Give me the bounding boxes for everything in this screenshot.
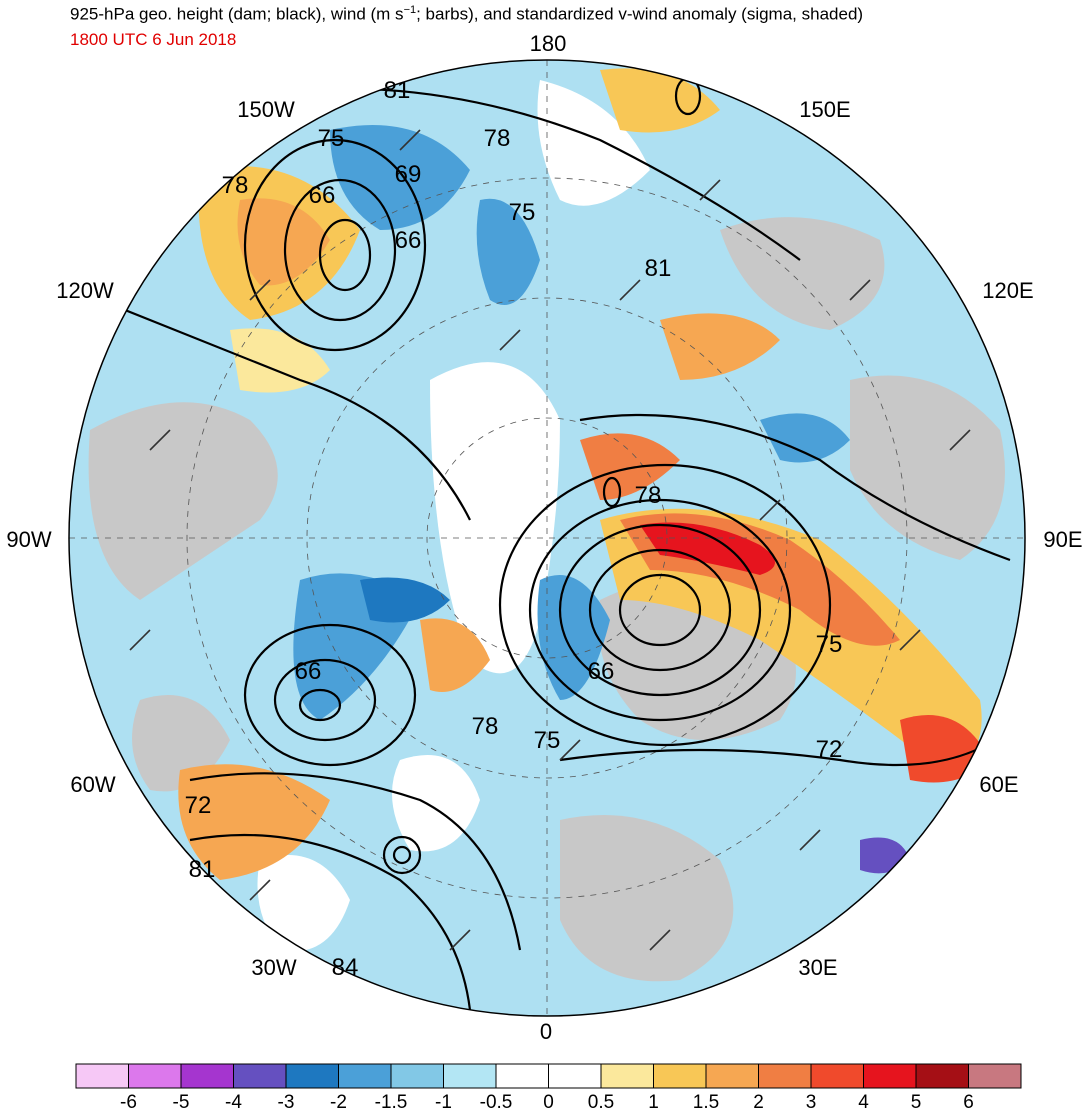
title-text-pre: 925-hPa geo. height (dam; black), wind (… <box>70 4 404 24</box>
colorbar-tick-label: -1 <box>435 1092 452 1112</box>
title-unit-superscript: −1 <box>403 4 417 16</box>
contour-label: 75 <box>534 727 561 754</box>
polar-map: 180 150E 120E 90E 60E 30E 0 30W 60W 90W … <box>6 31 1082 1040</box>
lon-label-0: 0 <box>540 1019 552 1040</box>
colorbar-tick-label: -4 <box>225 1092 242 1112</box>
lon-label-60e: 60E <box>979 772 1018 797</box>
contour-label: 72 <box>816 736 843 763</box>
colorbar-box <box>390 1063 444 1089</box>
height-contours <box>99 76 1021 1011</box>
colorbar-tick-label: 1.5 <box>693 1092 719 1112</box>
contour-label: 66 <box>309 182 336 209</box>
contour-label: 81 <box>189 856 216 883</box>
colorbar-box <box>75 1063 129 1089</box>
lon-label-30w: 30W <box>251 955 296 980</box>
lon-label-120e: 120E <box>982 278 1033 303</box>
colorbar-box <box>180 1063 234 1089</box>
contour-label: 78 <box>472 713 499 740</box>
colorbar-tick-label: 3 <box>806 1092 817 1112</box>
colorbar-tick-label: 6 <box>963 1092 974 1112</box>
colorbar-box <box>705 1063 759 1089</box>
colorbar-box <box>810 1063 864 1089</box>
colorbar-box <box>758 1063 812 1089</box>
colorbar-box <box>338 1063 392 1089</box>
colorbar-tick-label: -0.5 <box>480 1092 513 1112</box>
contour-label: 78 <box>222 172 249 199</box>
lon-label-90w: 90W <box>6 527 51 552</box>
contour-label: 84 <box>332 954 359 981</box>
contour-label: 75 <box>318 125 345 152</box>
lon-label-120w: 120W <box>56 278 114 303</box>
colorbar-box <box>548 1063 602 1089</box>
contour-label: 72 <box>185 792 212 819</box>
map-boundary <box>68 59 1026 1017</box>
lon-label-60w: 60W <box>70 772 115 797</box>
colorbar-box <box>653 1063 707 1089</box>
lon-label-90e: 90E <box>1043 527 1082 552</box>
colorbar-tick-label: -3 <box>278 1092 295 1112</box>
contour-label: 66 <box>295 658 322 685</box>
colorbar-box <box>495 1063 549 1089</box>
colorbar-box <box>863 1063 917 1089</box>
figure-title: 925-hPa geo. height (dam; black), wind (… <box>70 4 863 25</box>
valid-time: 1800 UTC 6 Jun 2018 <box>70 30 237 49</box>
contour-label: 81 <box>384 77 411 104</box>
colorbar-boxes <box>75 1063 1022 1089</box>
colorbar-tick-label: -5 <box>173 1092 190 1112</box>
colorbar-labels: -6 -5 -4 -3 -2 -1.5 -1 -0.5 0 0.5 1 1.5 2 3 4 5 6 <box>120 1092 974 1112</box>
colorbar-tick-label: -2 <box>330 1092 347 1112</box>
contour-label: 78 <box>484 125 511 152</box>
colorbar-tick-label: 2 <box>753 1092 764 1112</box>
contour-label: 78 <box>635 482 662 509</box>
contour-label: 66 <box>588 658 615 685</box>
colorbar-tick-label: 1 <box>648 1092 659 1112</box>
contour-label: 81 <box>645 255 672 282</box>
lon-label-30e: 30E <box>798 955 837 980</box>
graticule <box>69 60 1025 1016</box>
colorbar-box <box>915 1063 969 1089</box>
lon-label-150w: 150W <box>237 97 295 122</box>
colorbar-box <box>600 1063 654 1089</box>
colorbar-box <box>233 1063 287 1089</box>
colorbar-tick-label: 5 <box>911 1092 922 1112</box>
colorbar-box <box>285 1063 339 1089</box>
colorbar-tick-label: 4 <box>858 1092 869 1112</box>
colorbar-tick-label: -6 <box>120 1092 137 1112</box>
lon-label-180: 180 <box>530 31 567 56</box>
colorbar-tick-label: 0.5 <box>588 1092 614 1112</box>
contour-label: 66 <box>395 227 422 254</box>
contour-label: 69 <box>395 161 422 188</box>
colorbar-tick-label: 0 <box>543 1092 554 1112</box>
colorbar-tick-label: -1.5 <box>375 1092 408 1112</box>
colorbar-box <box>128 1063 182 1089</box>
contour-label: 75 <box>509 199 536 226</box>
colorbar-box <box>968 1063 1022 1089</box>
lon-label-150e: 150E <box>799 97 850 122</box>
wind-barbs <box>129 129 971 951</box>
title-text-post: ; barbs), and standardized v-wind anomal… <box>416 4 864 24</box>
contour-label: 75 <box>816 631 843 658</box>
colorbar-box <box>443 1063 497 1089</box>
